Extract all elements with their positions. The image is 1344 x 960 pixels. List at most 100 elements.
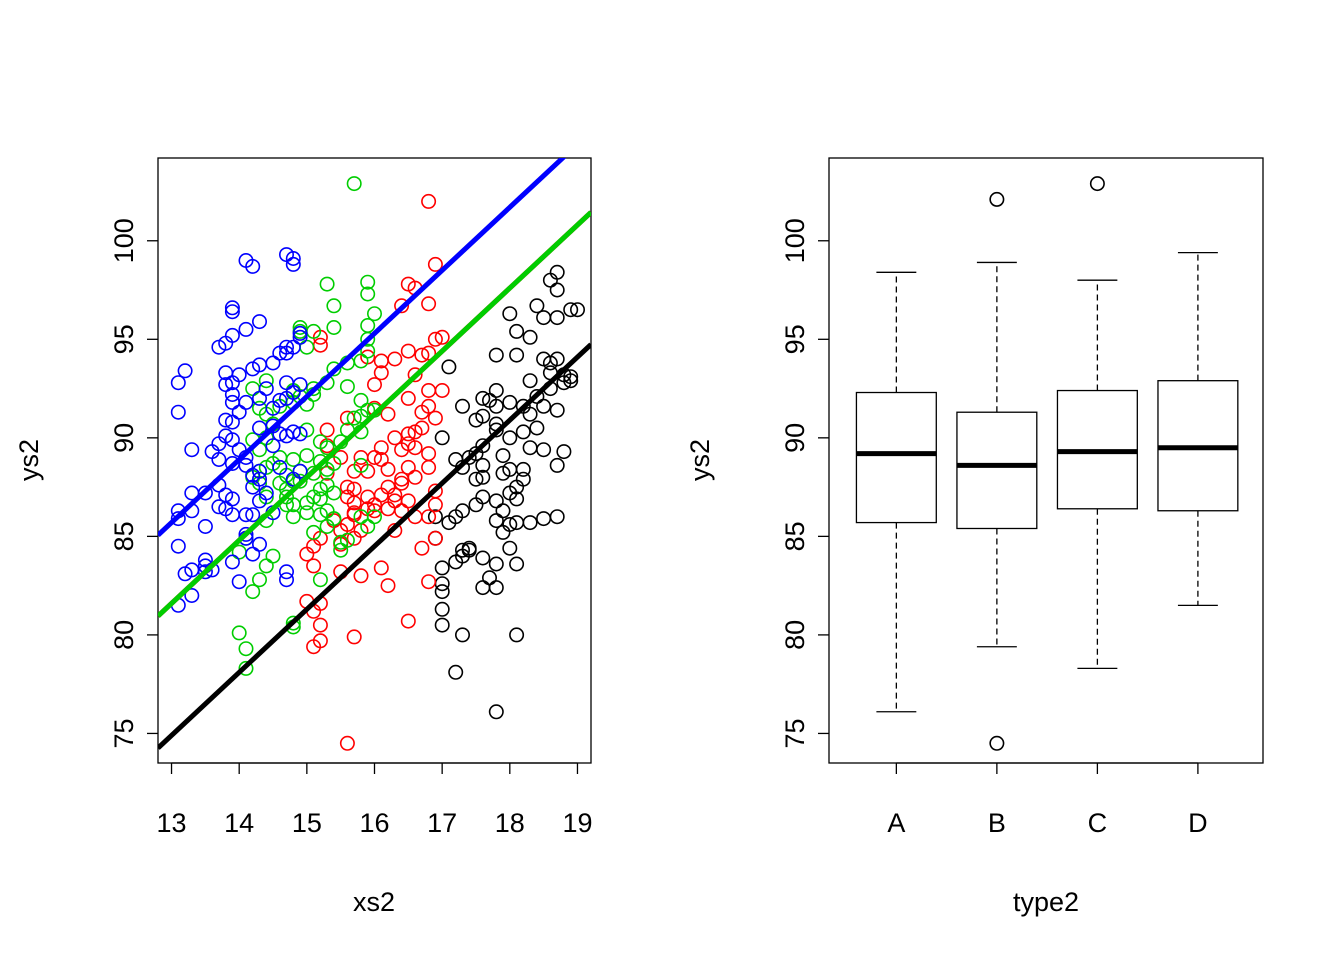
scatter-point-c (299, 495, 315, 511)
scatter-point-b (346, 495, 362, 511)
scatter-point-a (488, 347, 504, 363)
scatter-point-d (292, 329, 308, 345)
scatter-point-d (224, 304, 240, 320)
scatter-point-d (285, 256, 301, 272)
scatter-point-d (278, 572, 294, 588)
scatter-point-d (218, 428, 234, 444)
scatter-point-b (312, 633, 328, 649)
scatter-point-d (252, 420, 268, 436)
scatter-point-b (380, 501, 396, 517)
scatter-point-b (421, 459, 437, 475)
scatter-point-d (292, 463, 308, 479)
scatter-point-d (245, 546, 261, 562)
scatter-point-c (312, 491, 328, 507)
scatter-point-b (346, 629, 362, 645)
scatter-point-c (326, 361, 342, 377)
scatter-point-b (421, 446, 437, 462)
scatter-point-b (319, 422, 335, 438)
scatter-point-d (197, 518, 213, 534)
scatter-point-c (272, 475, 288, 491)
box-b (956, 191, 1038, 751)
scatter-point-a (563, 369, 579, 385)
scatter-point-b (414, 420, 430, 436)
scatter-point-c (312, 572, 328, 588)
scatter-point-c (245, 381, 261, 397)
scatter-point-b (400, 276, 416, 292)
scatter-x-axis-label: xs2 (353, 887, 395, 917)
scatter-point-a (529, 298, 545, 314)
scatter-point-a (475, 550, 491, 566)
scatter-point-a (475, 489, 491, 505)
scatter-point-c (299, 505, 315, 521)
scatter-point-a (495, 465, 511, 481)
scatter-point-b (373, 560, 389, 576)
box-x-tick-label: B (988, 808, 1006, 838)
scatter-point-d (292, 325, 308, 341)
scatter-point-d (265, 418, 281, 434)
scatter-point-a (515, 424, 531, 440)
scatter-point-c (252, 572, 268, 588)
scatter-x-tick-label: 19 (562, 808, 592, 838)
scatter-point-a (468, 471, 484, 487)
scatter-point-a (475, 408, 491, 424)
scatter-point-a (502, 430, 518, 446)
scatter-point-a (563, 302, 579, 318)
scatter-point-b (366, 497, 382, 513)
scatter-point-d (245, 258, 261, 274)
scatter-point-a (515, 461, 531, 477)
scatter-point-a (522, 440, 538, 456)
scatter-point-a (475, 390, 491, 406)
scatter-point-d (278, 564, 294, 580)
box-marks (855, 176, 1239, 751)
scatter-point-b (407, 367, 423, 383)
scatter-point-d (224, 554, 240, 570)
scatter-y-tick-label: 95 (109, 324, 139, 354)
scatter-y-tick-label: 90 (109, 423, 139, 453)
scatter-fit-lines (158, 158, 591, 750)
scatter-point-a (475, 438, 491, 454)
scatter-point-c (285, 615, 301, 631)
outlier-point (1089, 176, 1105, 192)
scatter-point-b (427, 331, 443, 347)
scatter-point-a (549, 457, 565, 473)
scatter-x-tick-label: 18 (495, 808, 525, 838)
scatter-point-a (549, 264, 565, 280)
scatter-point-a (556, 444, 572, 460)
scatter-point-a (427, 509, 443, 525)
scatter-point-d (231, 367, 247, 383)
scatter-point-c (333, 534, 349, 550)
scatter-point-b (400, 613, 416, 629)
scatter-point-d (218, 412, 234, 428)
box-c (1056, 176, 1138, 670)
scatter-point-d (231, 404, 247, 420)
scatter-point-c (299, 339, 315, 355)
scatter-point-d (170, 404, 186, 420)
scatter-point-a (488, 513, 504, 529)
fit-line-d (158, 158, 567, 538)
scatter-point-c (299, 448, 315, 464)
scatter-point-a (434, 601, 450, 617)
scatter-point-d (224, 300, 240, 316)
scatter-point-a (536, 442, 552, 458)
scatter-point-b (373, 353, 389, 369)
scatter-point-d (211, 451, 227, 467)
scatter-x-tick-label: 15 (292, 808, 322, 838)
scatter-point-c (360, 286, 376, 302)
scatter-point-b (400, 390, 416, 406)
scatter-point-c (346, 410, 362, 426)
scatter-point-a (509, 556, 525, 572)
scatter-point-d (224, 455, 240, 471)
scatter-point-d (252, 390, 268, 406)
scatter-point-b (306, 558, 322, 574)
scatter-point-b (373, 365, 389, 381)
scatter-point-a (563, 373, 579, 389)
scatter-point-a (495, 448, 511, 464)
scatter-point-b (353, 449, 369, 465)
scatter-point-a (509, 347, 525, 363)
scatter-point-b (421, 509, 437, 525)
scatter-point-d (211, 339, 227, 355)
scatter-point-d (177, 363, 193, 379)
scatter-point-d (197, 485, 213, 501)
scatter-point-b (387, 493, 403, 509)
scatter-x-axis: 13 14 15 16 17 18 19 (157, 762, 592, 838)
